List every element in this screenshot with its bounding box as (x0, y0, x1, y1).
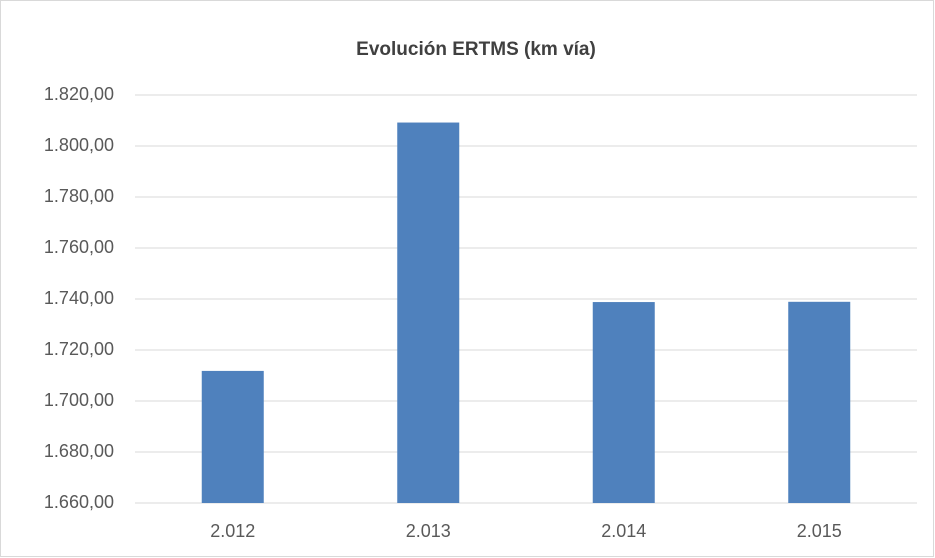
y-tick-label: 1.700,00 (44, 390, 114, 410)
x-tick-label: 2.014 (601, 521, 646, 541)
bar (397, 122, 460, 503)
y-tick-label: 1.680,00 (44, 441, 114, 461)
chart-title: Evolución ERTMS (km vía) (356, 39, 596, 60)
y-tick-label: 1.740,00 (44, 288, 114, 308)
bar (201, 370, 264, 503)
y-tick-label: 1.720,00 (44, 339, 114, 359)
y-tick-label: 1.660,00 (44, 492, 114, 512)
y-tick-label: 1.820,00 (44, 84, 114, 104)
x-tick-label: 2.013 (406, 521, 451, 541)
bar (592, 302, 655, 503)
y-tick-label: 1.800,00 (44, 135, 114, 155)
y-tick-label: 1.780,00 (44, 186, 114, 206)
x-tick-label: 2.015 (797, 521, 842, 541)
x-tick-label: 2.012 (210, 521, 255, 541)
y-tick-label: 1.760,00 (44, 237, 114, 257)
bar (788, 301, 851, 503)
